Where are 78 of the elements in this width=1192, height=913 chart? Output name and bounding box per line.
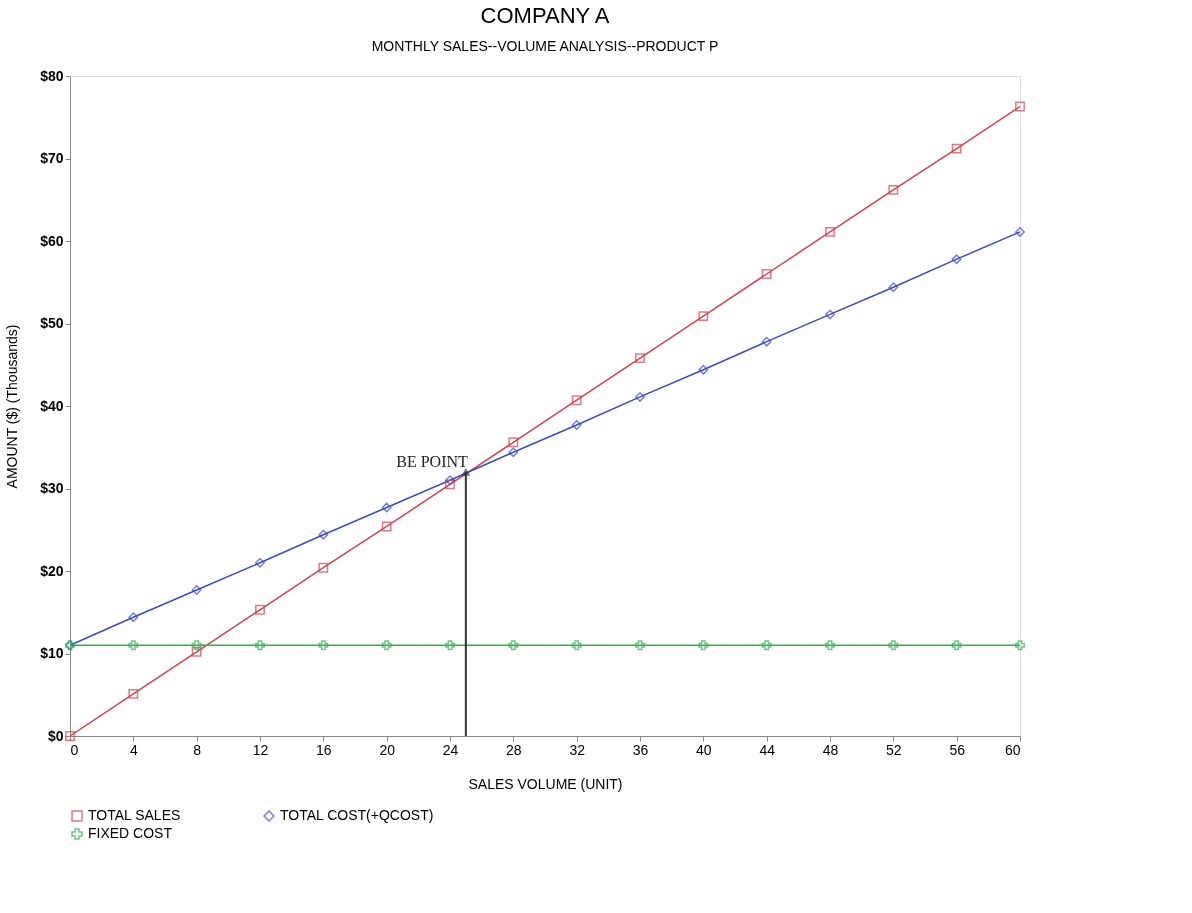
- point: [825, 309, 835, 320]
- point: [635, 640, 645, 651]
- chart-title: COMPANY A: [480, 3, 610, 28]
- point: [698, 640, 709, 651]
- point: [761, 269, 772, 279]
- point: [761, 640, 772, 651]
- point: [255, 557, 265, 568]
- point: [635, 353, 645, 364]
- point: [571, 640, 582, 651]
- point: [951, 254, 962, 265]
- point: [1015, 640, 1025, 651]
- x-tick-label: 56: [949, 741, 966, 758]
- x-tick-label: 28: [506, 741, 522, 758]
- y-tick-label: $40: [40, 397, 64, 414]
- point: [381, 521, 392, 532]
- point: [191, 640, 202, 651]
- x-tick-label: 12: [252, 741, 269, 758]
- point: [255, 604, 265, 615]
- x-tick-label: 8: [193, 741, 202, 758]
- y-tick-label: $50: [40, 315, 64, 331]
- point: [508, 447, 519, 458]
- point: [191, 585, 202, 595]
- point: [191, 646, 202, 657]
- point: [128, 640, 139, 651]
- y-tick-label: $20: [40, 562, 64, 579]
- y-tick-label: $70: [40, 150, 64, 166]
- point: [825, 640, 835, 651]
- x-tick-label: 44: [759, 741, 776, 758]
- chart-subtitle: MONTHLY SALES--VOLUME ANALYSIS--PRODUCT P: [371, 38, 719, 54]
- y-tick-label: $0: [47, 727, 64, 744]
- x-axis-title: SALES VOLUME (UNIT): [468, 775, 623, 792]
- x-tick-label: 24: [442, 741, 459, 758]
- x-tick-label: 40: [696, 741, 712, 758]
- point: [951, 143, 962, 154]
- point: [318, 562, 329, 573]
- point: [1015, 101, 1025, 112]
- y-tick-label: $30: [40, 480, 64, 496]
- point: [635, 391, 645, 402]
- point: [698, 364, 709, 375]
- legend-label: TOTAL SALES: [88, 807, 181, 823]
- legend-label: FIXED COST: [88, 825, 173, 841]
- legend-label: TOTAL COST(+QCOST): [280, 807, 434, 823]
- x-tick-label: 60: [1004, 741, 1021, 758]
- x-tick-label: 20: [379, 741, 396, 758]
- x-tick-label: 0: [70, 741, 79, 758]
- point: [888, 282, 899, 293]
- x-tick-label: 36: [632, 741, 649, 758]
- point: [318, 529, 329, 540]
- point: [1015, 226, 1025, 237]
- point: [255, 640, 265, 651]
- point: [951, 640, 962, 651]
- point: [761, 336, 772, 347]
- y-axis-title: AMOUNT ($) (Thousands): [4, 324, 21, 489]
- x-tick-label: 16: [316, 741, 332, 758]
- point: [445, 479, 455, 490]
- point: [381, 640, 392, 651]
- point: [445, 475, 455, 486]
- x-tick-label: 4: [129, 741, 138, 758]
- point: [698, 311, 709, 322]
- point: [888, 184, 899, 195]
- y-tick-label: $80: [40, 67, 64, 84]
- point: [825, 226, 835, 237]
- point: [571, 420, 582, 430]
- x-tick-label: 52: [886, 741, 902, 758]
- y-tick-label: $10: [40, 645, 64, 661]
- x-tick-label: 48: [822, 741, 839, 758]
- point: [128, 612, 139, 623]
- point: [888, 640, 899, 651]
- point: [508, 640, 519, 651]
- y-tick-label: $60: [40, 232, 64, 249]
- annotation: BE POINT: [396, 453, 469, 470]
- point: [381, 502, 392, 513]
- point: [445, 640, 455, 651]
- x-tick-label: 32: [569, 741, 586, 758]
- point: [508, 437, 519, 448]
- point: [318, 640, 329, 651]
- point: [128, 688, 139, 699]
- point: [571, 395, 582, 406]
